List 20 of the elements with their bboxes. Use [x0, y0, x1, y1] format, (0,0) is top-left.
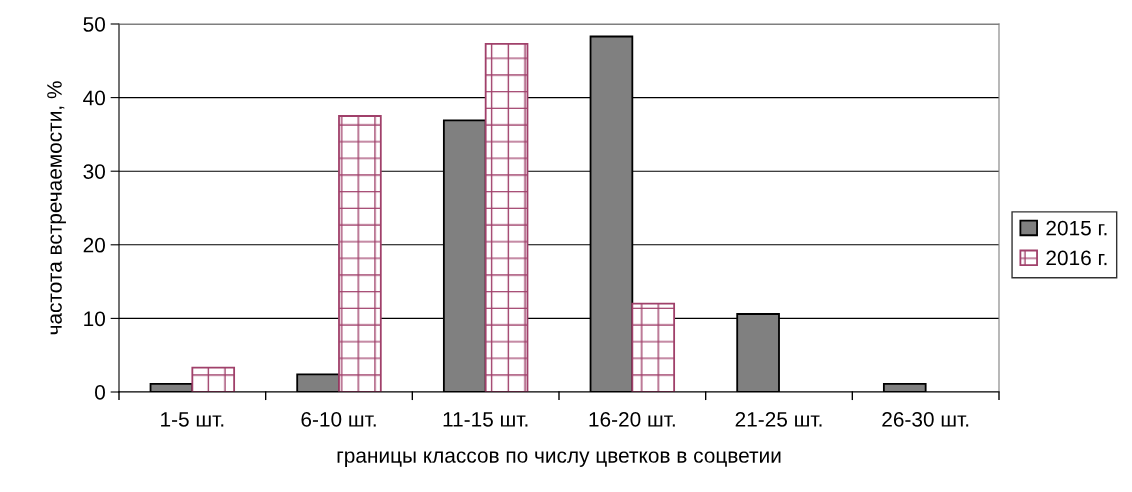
y-tick-label: 30 — [83, 164, 105, 179]
x-tick-label: 26-30 шт. — [882, 411, 969, 427]
y-tick-label: 0 — [95, 385, 105, 400]
y-tick-label: 20 — [83, 237, 105, 253]
x-tick-label: 11-15 шт. — [443, 412, 528, 427]
x-tick-label: 16-20 шт. — [589, 411, 675, 427]
y-tick-label: 10 — [84, 311, 105, 327]
y-tick-label: 40 — [83, 90, 105, 106]
legend-label: 2015 г. — [1046, 220, 1107, 236]
bar — [484, 42, 529, 392]
bar — [338, 115, 382, 392]
x-tick-label: 1-5 шт. — [161, 412, 224, 427]
legend-label: 2016 г. — [1046, 250, 1107, 266]
y-axis-title: частота встречаемости, % — [47, 81, 66, 335]
y-tick-label: 50 — [83, 17, 105, 32]
x-tick-label: 6-10 шт. — [301, 411, 376, 427]
bar — [631, 302, 676, 392]
bar — [191, 366, 236, 392]
x-tick-label: 21-25 шт. — [735, 411, 822, 427]
x-axis-title: границы классов по числу цветков в соцветии — [337, 451, 781, 467]
